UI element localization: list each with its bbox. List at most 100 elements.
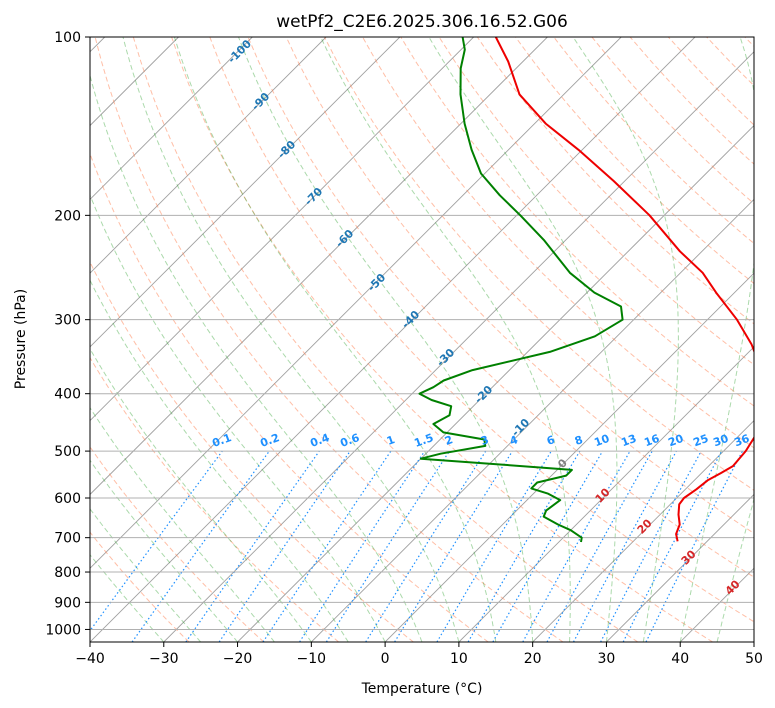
moist-adiabat-line (679, 37, 754, 642)
skewed-isotherm-line (90, 37, 401, 348)
x-tick-label: 50 (745, 651, 763, 667)
mixing-ratio-line (90, 450, 223, 632)
mixing-ratio-line (299, 450, 426, 642)
plot-area (90, 37, 754, 642)
mixing-ratio-line (394, 450, 513, 642)
y-tick-label: 700 (54, 531, 81, 547)
moist-adiabat-line (122, 37, 460, 642)
mixing-ratio-label: 0.4 (308, 431, 331, 450)
mixing-ratio-label: 3 (479, 433, 491, 448)
mixing-ratio-label: 0.6 (338, 431, 361, 450)
skewed-isotherm-line (606, 493, 754, 642)
chart-title: wetPf2_C2E6.2025.306.16.52.G06 (276, 12, 568, 32)
temperature-profile-line (494, 37, 754, 542)
skewed-isotherm-line (90, 37, 474, 422)
axes: −40 −30 −20 −10 0 10 20 30 40 5010020030040050060… (45, 30, 763, 667)
dewpoint-profile-line (418, 37, 624, 543)
plot-frame (89, 36, 755, 643)
mixing-ratio-line (262, 450, 392, 642)
skewed-isotherm-line (90, 37, 622, 569)
moist-adiabat-line (90, 347, 312, 642)
y-tick-label: 900 (54, 595, 81, 611)
mixing-ratio-label: 4 (508, 433, 520, 448)
mixing-ratio-label: 36 (732, 432, 751, 450)
x-tick-label: 40 (671, 651, 689, 667)
skewed-isotherm-line (237, 124, 754, 642)
y-tick-label: 500 (54, 444, 81, 460)
moist-adiabat-line (716, 497, 754, 642)
mixing-ratio-label: 2 (443, 433, 455, 448)
dry-adiabat-line (171, 37, 713, 642)
y-tick-label: 600 (54, 491, 81, 507)
dry-adiabat-line (90, 531, 190, 642)
dry-adiabat-line (209, 37, 754, 623)
mixing-ratio-label: 6 (545, 433, 557, 448)
x-axis-label: Temperature (°C) (361, 681, 483, 697)
dry-adiabat-line (90, 260, 414, 642)
skewed-isotherm-line (163, 51, 754, 642)
dry-adiabat-line (515, 37, 754, 285)
moist-adiabat-line (173, 37, 497, 642)
mixing-ratio-label: 16 (642, 432, 661, 450)
mixing-ratio-label: 30 (711, 432, 730, 450)
x-tick-label: −40 (75, 651, 105, 667)
dry-adiabat-line (285, 37, 754, 535)
skewed-isotherm-line (90, 37, 253, 200)
y-axis-label: Pressure (hPa) (13, 289, 29, 389)
moist-adiabat-line (90, 193, 386, 642)
moist-adiabat-line (572, 37, 679, 642)
moist-adiabat-line (90, 406, 275, 642)
skewed-isotherm-line (90, 37, 696, 642)
dry-adiabat-line (94, 37, 564, 642)
skewed-isotherm-line (532, 420, 754, 642)
x-tick-label: −30 (149, 651, 179, 667)
dry-adiabat-line (90, 152, 489, 642)
mixing-ratio-label: 8 (573, 433, 585, 448)
mixing-ratio-line (522, 450, 631, 642)
moist-adiabats (90, 37, 754, 642)
mixing-ratio-line (218, 450, 351, 642)
y-tick-label: 400 (54, 387, 81, 403)
skewed-isotherm-line (458, 346, 754, 642)
x-tick-label: −20 (223, 651, 253, 667)
mixing-ratio-line (546, 450, 653, 642)
y-tick-label: 300 (54, 313, 81, 329)
dry-adiabat-line (362, 37, 754, 449)
x-tick-label: 30 (598, 651, 616, 667)
moist-adiabat-line (90, 459, 238, 642)
moist-adiabat-line (238, 37, 534, 642)
pressure-gridlines (90, 37, 754, 630)
sounding-series (418, 37, 754, 543)
dry-adiabat-line (323, 37, 754, 491)
y-tick-label: 200 (54, 208, 81, 224)
moist-adiabat-line (320, 37, 571, 642)
skewed-isotherm-line (90, 37, 327, 274)
dry-adiabat-line (132, 37, 639, 642)
mixing-ratio-line (325, 450, 450, 642)
skewed-isotherm-line (90, 37, 548, 496)
moist-adiabat-line (428, 37, 618, 642)
x-tick-label: 10 (450, 651, 468, 667)
mixing-ratio-label: 10 (592, 432, 611, 450)
mixing-ratio-label: 0.1 (210, 431, 233, 450)
y-tick-label: 100 (54, 30, 81, 46)
plot-content (90, 37, 754, 642)
mixing-ratio-line (131, 450, 270, 642)
mixing-ratio-label: 1.5 (412, 431, 435, 450)
x-tick-label: 20 (524, 651, 542, 667)
dry-adiabat-line (90, 446, 265, 642)
y-tick-label: 800 (54, 565, 81, 581)
mixing-ratio-label: 20 (666, 432, 685, 450)
mixing-ratio-label: 25 (691, 432, 710, 449)
mixing-ratio-lines (90, 450, 744, 642)
dry-adiabat-line (90, 356, 339, 642)
x-tick-label: 0 (381, 651, 390, 667)
mixing-ratio-label: 13 (619, 432, 638, 449)
dry-adiabat-line (438, 37, 754, 366)
mixing-ratio-label: 1 (385, 433, 397, 448)
mixing-ratio-label: 0.2 (258, 431, 281, 450)
skewed-isotherm-line (384, 272, 754, 642)
mixing-ratio-line (572, 450, 677, 642)
dry-adiabats (90, 37, 754, 642)
